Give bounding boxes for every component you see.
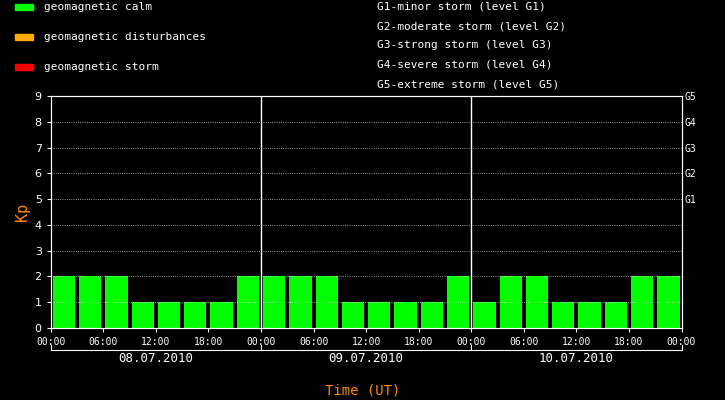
- Text: 08.07.2010: 08.07.2010: [118, 352, 194, 365]
- Bar: [14, 34, 33, 40]
- Text: G4-severe storm (level G4): G4-severe storm (level G4): [377, 60, 552, 70]
- Text: G3-strong storm (level G3): G3-strong storm (level G3): [377, 40, 552, 50]
- Text: G5-extreme storm (level G5): G5-extreme storm (level G5): [377, 79, 559, 89]
- Bar: [79, 276, 102, 328]
- Bar: [263, 276, 286, 328]
- Text: 09.07.2010: 09.07.2010: [328, 352, 404, 365]
- Bar: [552, 302, 574, 328]
- Bar: [605, 302, 627, 328]
- Bar: [473, 302, 496, 328]
- Bar: [394, 302, 417, 328]
- Bar: [579, 302, 601, 328]
- Bar: [631, 276, 653, 328]
- Bar: [315, 276, 338, 328]
- Bar: [105, 276, 128, 328]
- Text: G2-moderate storm (level G2): G2-moderate storm (level G2): [377, 21, 566, 31]
- Bar: [500, 276, 522, 328]
- Text: G1-minor storm (level G1): G1-minor storm (level G1): [377, 2, 546, 12]
- Bar: [184, 302, 207, 328]
- Y-axis label: Kp: Kp: [15, 203, 30, 221]
- Bar: [236, 276, 259, 328]
- Text: geomagnetic storm: geomagnetic storm: [44, 62, 158, 72]
- Bar: [289, 276, 312, 328]
- Bar: [447, 276, 469, 328]
- Bar: [131, 302, 154, 328]
- Bar: [657, 276, 679, 328]
- Text: geomagnetic calm: geomagnetic calm: [44, 2, 152, 12]
- Bar: [341, 302, 364, 328]
- Bar: [14, 4, 33, 10]
- Bar: [14, 64, 33, 70]
- Bar: [158, 302, 181, 328]
- Bar: [526, 276, 548, 328]
- Text: Time (UT): Time (UT): [325, 384, 400, 398]
- Bar: [420, 302, 443, 328]
- Bar: [368, 302, 391, 328]
- Bar: [210, 302, 233, 328]
- Text: 10.07.2010: 10.07.2010: [539, 352, 614, 365]
- Bar: [53, 276, 75, 328]
- Text: geomagnetic disturbances: geomagnetic disturbances: [44, 32, 205, 42]
